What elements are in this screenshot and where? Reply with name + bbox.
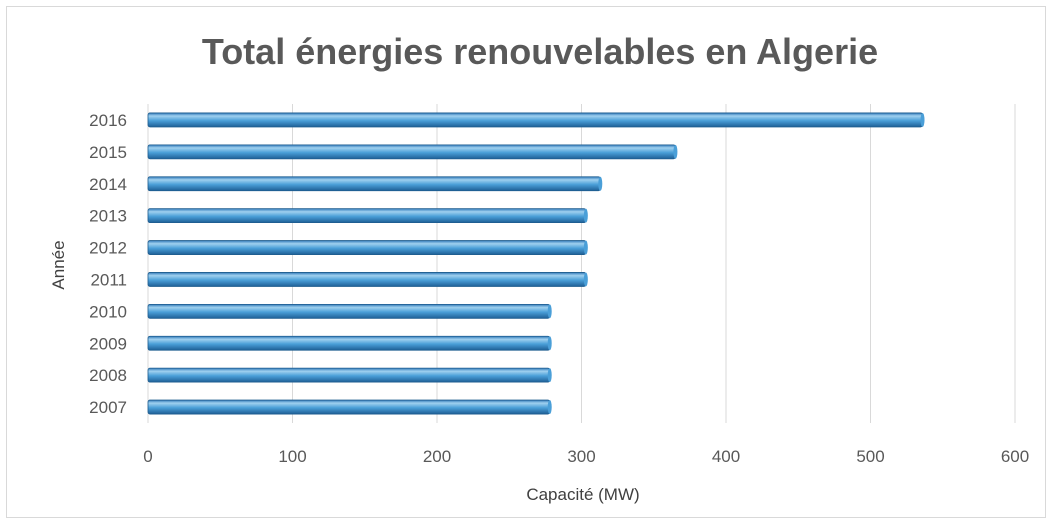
bar-end-cap <box>673 144 678 159</box>
bar-2016 <box>147 112 923 128</box>
bar-end-cap <box>547 304 552 319</box>
y-tick-label: 2015 <box>89 143 127 162</box>
x-tick-label: 400 <box>712 447 740 466</box>
bar-end-cap <box>598 176 603 191</box>
x-tick-labels: 0 100 200 300 400 500 600 <box>143 447 1029 466</box>
y-tick-label: 2010 <box>89 302 127 321</box>
bar-end-cap <box>547 368 552 383</box>
bar-2009 <box>147 335 551 351</box>
bar-2013 <box>147 208 587 224</box>
bar-end-cap <box>920 112 925 127</box>
bar-end-cap <box>583 208 588 223</box>
bar-2010 <box>147 303 551 319</box>
y-tick-label: 2009 <box>89 334 127 353</box>
y-tick-label: 2016 <box>89 111 127 130</box>
y-axis-label: Année <box>49 240 68 289</box>
x-axis-label: Capacité (MW) <box>526 485 639 504</box>
bars <box>147 112 925 415</box>
bar-2007 <box>147 399 551 415</box>
x-tick-label: 600 <box>1001 447 1029 466</box>
bar-end-cap <box>583 240 588 255</box>
bar-end-cap <box>547 400 552 415</box>
chart-frame <box>6 6 1046 518</box>
x-tick-label: 0 <box>143 447 152 466</box>
y-tick-labels: 2016 2015 2014 2013 2012 2011 2010 2009 2008 2007 <box>89 111 127 417</box>
chart-title: Total énergies renouvelables en Algerie <box>202 31 878 72</box>
bar-2011 <box>147 272 587 287</box>
bar-end-cap <box>547 336 552 351</box>
bar-2012 <box>147 240 587 255</box>
y-tick-label: 2014 <box>89 175 127 194</box>
bar-end-cap <box>583 272 588 287</box>
bar-2014 <box>147 176 601 192</box>
bar-2008 <box>147 367 551 383</box>
y-tick-label: 2013 <box>89 207 127 226</box>
x-tick-label: 300 <box>567 447 595 466</box>
x-tick-label: 200 <box>423 447 451 466</box>
y-tick-label: 2008 <box>89 366 127 385</box>
y-tick-label: 2011 <box>90 270 127 289</box>
x-tick-label: 100 <box>278 447 306 466</box>
y-tick-label: 2007 <box>89 398 127 417</box>
bar-2015 <box>147 144 676 160</box>
x-tick-label: 500 <box>856 447 884 466</box>
y-tick-label: 2012 <box>89 239 127 258</box>
